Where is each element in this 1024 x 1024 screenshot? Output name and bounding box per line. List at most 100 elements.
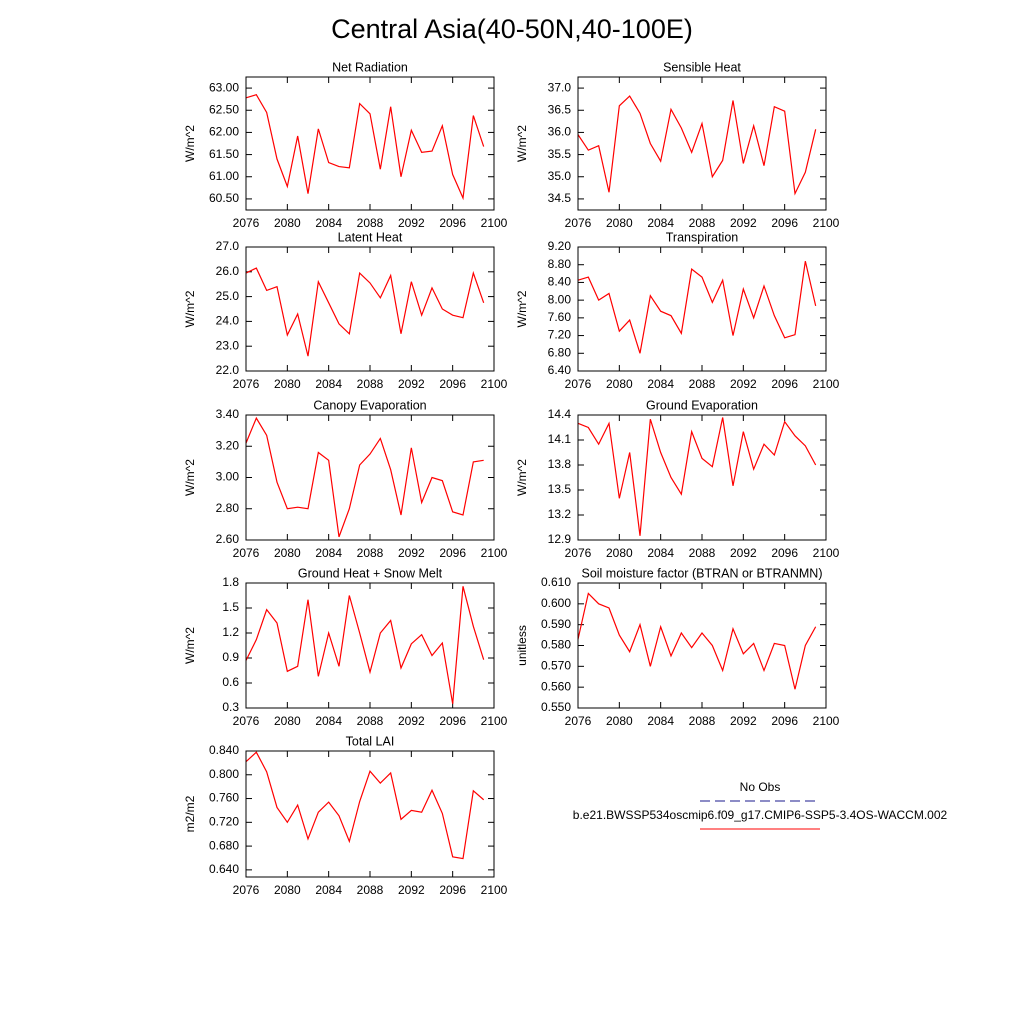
x-tick-label: 2100 [481, 883, 508, 897]
x-tick-label: 2076 [233, 546, 260, 560]
data-line [577, 95, 817, 196]
y-tick-label: 0.800 [209, 767, 239, 781]
x-tick-label: 2092 [398, 714, 425, 728]
panel: Sensible Heat W/m^2 34.5 35.0 35.5 36.0 36.5 37… [515, 60, 839, 230]
x-tick-label: 2080 [274, 377, 301, 391]
y-tick-label: 1.2 [222, 625, 239, 639]
legend: No Obs b.e21.BWSSP534oscmip6.f09_g17.CMIP… [573, 780, 948, 830]
y-tick-label: 9.20 [548, 239, 572, 253]
y-axis-label: W/m^2 [183, 125, 197, 162]
y-tick-label: 61.00 [209, 169, 239, 183]
data-line [245, 586, 485, 704]
x-tick-label: 2092 [730, 377, 757, 391]
x-tick-label: 2092 [730, 546, 757, 560]
y-axis-label: W/m^2 [183, 290, 197, 327]
x-tick-label: 2076 [565, 546, 592, 560]
panel: Canopy Evaporation W/m^2 2.60 2.80 3.00 3.20 3… [183, 398, 507, 560]
panel-title: Latent Heat [338, 230, 403, 244]
x-tick-label: 2096 [439, 216, 466, 230]
y-tick-label: 7.60 [548, 310, 572, 324]
data-line [577, 417, 817, 536]
plot-frame [245, 750, 495, 878]
x-tick-label: 2100 [813, 546, 840, 560]
data-line [577, 261, 817, 354]
x-tick-label: 2084 [315, 216, 342, 230]
y-tick-label: 36.5 [548, 102, 572, 116]
y-tick-label: 13.5 [548, 482, 572, 496]
panel-title: Canopy Evaporation [313, 398, 426, 412]
y-tick-label: 13.8 [548, 457, 572, 471]
x-tick-label: 2076 [565, 216, 592, 230]
panel: Ground Heat + Snow Melt W/m^2 0.3 0.6 0.9 1.2… [183, 566, 507, 728]
y-tick-label: 13.2 [548, 507, 572, 521]
x-tick-label: 2092 [398, 377, 425, 391]
data-line [577, 592, 817, 690]
x-tick-label: 2084 [315, 377, 342, 391]
x-tick-label: 2096 [439, 714, 466, 728]
panel-title: Sensible Heat [663, 60, 741, 74]
y-axis-label: W/m^2 [515, 290, 529, 327]
y-tick-label: 27.0 [216, 239, 240, 253]
y-axis-label: W/m^2 [515, 459, 529, 496]
y-tick-label: 0.600 [541, 596, 571, 610]
y-tick-label: 35.5 [548, 147, 572, 161]
y-tick-label: 25.0 [216, 289, 240, 303]
y-tick-label: 37.0 [548, 80, 572, 94]
x-tick-label: 2092 [398, 883, 425, 897]
panel: Transpiration W/m^2 6.40 6.80 7.20 7.60 8.00 8.… [515, 230, 839, 391]
y-tick-label: 8.00 [548, 292, 572, 306]
y-tick-label: 12.9 [548, 532, 572, 546]
x-tick-label: 2080 [274, 216, 301, 230]
y-tick-label: 3.40 [216, 407, 240, 421]
panel: Ground Evaporation W/m^2 12.9 13.2 13.5 13.8 1… [515, 398, 839, 560]
x-tick-label: 2084 [647, 216, 674, 230]
x-tick-label: 2096 [771, 216, 798, 230]
panel-title: Transpiration [666, 230, 739, 244]
figure-title: Central Asia(40-50N,40-100E) [331, 14, 693, 44]
panel: Latent Heat W/m^2 22.0 23.0 24.0 25.0 26.0 27.0… [183, 230, 507, 391]
x-tick-label: 2080 [606, 216, 633, 230]
x-tick-label: 2080 [274, 883, 301, 897]
data-line [245, 751, 485, 860]
y-tick-label: 22.0 [216, 363, 240, 377]
y-tick-label: 62.00 [209, 125, 239, 139]
y-tick-label: 0.610 [541, 575, 571, 589]
x-tick-label: 2088 [689, 216, 716, 230]
y-tick-label: 26.0 [216, 264, 240, 278]
plot-frame [577, 414, 827, 541]
y-tick-label: 24.0 [216, 314, 240, 328]
y-tick-label: 2.60 [216, 532, 240, 546]
x-tick-label: 2096 [439, 883, 466, 897]
y-tick-label: 36.0 [548, 125, 572, 139]
x-tick-label: 2092 [398, 216, 425, 230]
x-tick-label: 2084 [315, 714, 342, 728]
y-tick-label: 62.50 [209, 102, 239, 116]
y-tick-label: 0.3 [222, 700, 239, 714]
y-tick-label: 0.760 [209, 791, 239, 805]
x-tick-label: 2088 [357, 546, 384, 560]
legend-label: b.e21.BWSSP534oscmip6.f09_g17.CMIP6-SSP5… [573, 808, 948, 822]
plot-frame [577, 246, 827, 372]
y-tick-label: 0.550 [541, 700, 571, 714]
x-tick-label: 2092 [730, 216, 757, 230]
x-tick-label: 2080 [606, 377, 633, 391]
x-tick-label: 2100 [481, 216, 508, 230]
y-tick-label: 0.9 [222, 650, 239, 664]
plot-frame [245, 246, 495, 372]
plot-frame [245, 76, 495, 211]
panel: Net Radiation W/m^2 60.50 61.00 61.50 62.00 62… [183, 60, 507, 230]
x-tick-label: 2096 [439, 377, 466, 391]
x-tick-label: 2096 [771, 546, 798, 560]
y-tick-label: 2.80 [216, 501, 240, 515]
x-tick-label: 2092 [730, 714, 757, 728]
y-tick-label: 0.590 [541, 617, 571, 631]
y-tick-label: 60.50 [209, 191, 239, 205]
y-tick-label: 0.680 [209, 838, 239, 852]
y-axis-label: W/m^2 [515, 125, 529, 162]
x-tick-label: 2084 [315, 546, 342, 560]
y-tick-label: 6.80 [548, 345, 572, 359]
y-tick-label: 3.00 [216, 470, 240, 484]
plot-frame [577, 582, 827, 709]
x-tick-label: 2080 [274, 546, 301, 560]
x-tick-label: 2076 [233, 216, 260, 230]
